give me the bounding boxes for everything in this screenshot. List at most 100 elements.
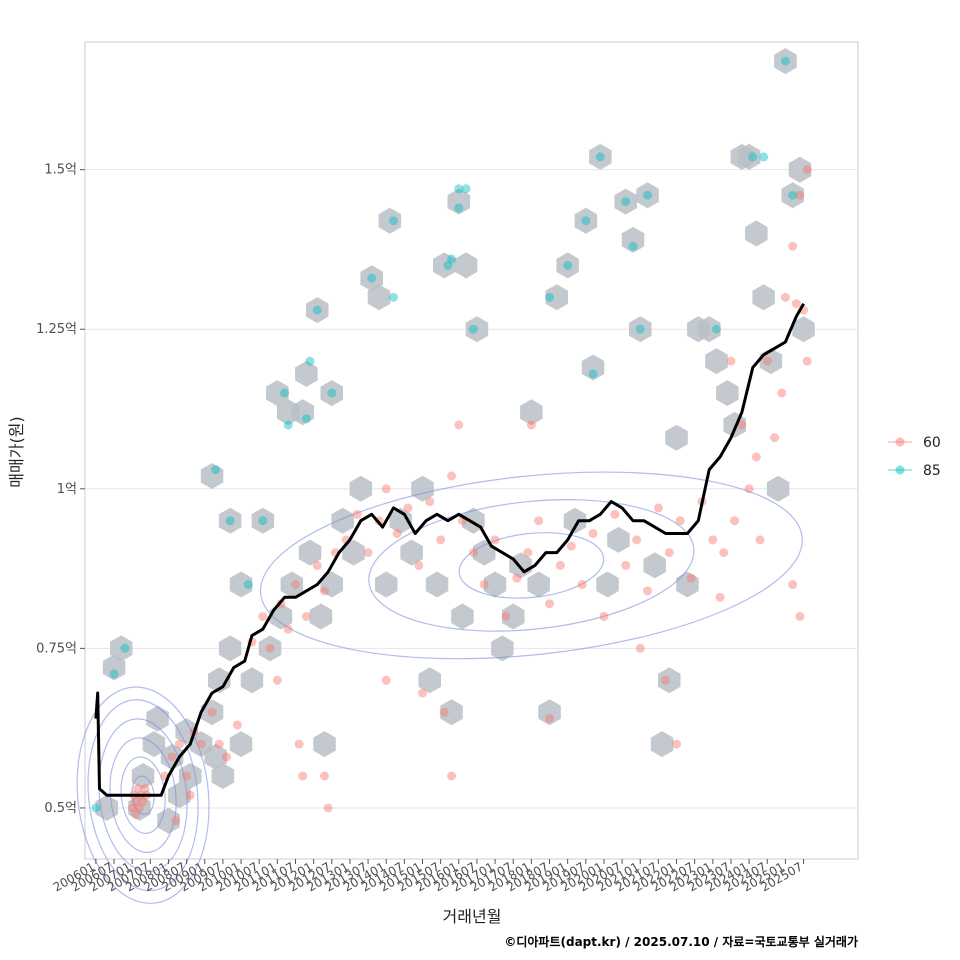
point-60	[454, 420, 464, 430]
point-60	[381, 675, 391, 685]
hexbin-cell	[716, 380, 739, 407]
point-60	[447, 771, 457, 781]
point-60	[780, 292, 790, 302]
point-60	[675, 516, 685, 526]
point-60	[290, 580, 300, 590]
hexbin-cell	[502, 603, 525, 630]
hexbin-cell	[658, 667, 681, 694]
point-60	[447, 471, 457, 481]
y-tick-label: 1.25억	[36, 322, 77, 337]
hexbin-cell	[295, 360, 318, 387]
point-85	[388, 292, 398, 302]
hexbin-cell	[218, 507, 242, 534]
point-60	[182, 771, 192, 781]
hexbin-cell	[204, 743, 227, 770]
hexbin-cell	[676, 571, 699, 598]
point-60	[635, 643, 645, 653]
hexbin-cell	[650, 731, 674, 758]
y-tick-label: 1억	[57, 482, 77, 497]
hexbin-cell	[229, 571, 253, 598]
point-60	[672, 739, 682, 749]
point-60	[140, 784, 150, 794]
point-85	[312, 305, 322, 315]
density-contour	[120, 756, 166, 834]
point-60	[802, 356, 812, 366]
point-60	[301, 611, 311, 621]
hexbin-cell	[621, 226, 645, 253]
point-60	[715, 592, 725, 602]
point-60	[610, 509, 620, 519]
hexbin-cell	[636, 182, 659, 209]
hexbin-cell	[752, 284, 775, 311]
point-85	[109, 669, 119, 679]
hexbin-cell	[607, 526, 630, 553]
hexbin-cell	[258, 635, 282, 662]
hexbin-cell	[229, 731, 253, 758]
point-60	[403, 503, 413, 513]
point-60	[795, 611, 805, 621]
hexbin-cell	[218, 635, 242, 662]
point-60	[751, 452, 761, 462]
point-60	[534, 516, 544, 526]
point-60	[312, 560, 322, 570]
point-60	[436, 535, 446, 545]
point-60	[320, 771, 330, 781]
point-60	[762, 356, 772, 366]
moving-average-line	[94, 302, 805, 797]
hexbin-cell	[440, 699, 463, 726]
point-85	[468, 324, 478, 334]
point-60	[708, 535, 718, 545]
point-60	[196, 739, 206, 749]
scatter-points-layer	[91, 56, 812, 826]
point-85	[327, 388, 337, 398]
point-60	[726, 356, 736, 366]
point-60	[283, 624, 293, 634]
point-85	[258, 516, 268, 526]
point-60	[392, 528, 402, 538]
hexbin-cell	[520, 399, 543, 426]
density-contour	[76, 686, 210, 904]
density-contour	[87, 699, 199, 892]
hexbin-cell	[745, 220, 768, 247]
point-85	[388, 216, 398, 226]
point-85	[301, 414, 311, 424]
hexbin-cell	[538, 699, 561, 726]
point-85	[588, 369, 598, 379]
point-60	[425, 497, 435, 507]
hexbin-cell	[563, 507, 587, 534]
point-60	[174, 739, 184, 749]
point-60	[653, 503, 663, 513]
point-60	[788, 241, 798, 251]
point-85	[447, 254, 457, 264]
point-60	[418, 688, 428, 698]
point-60	[258, 611, 268, 621]
point-60	[795, 190, 805, 200]
hexbin-cell	[313, 731, 336, 758]
hexbin-cell	[556, 252, 579, 279]
point-85	[643, 190, 653, 200]
point-60	[131, 809, 141, 819]
point-60	[294, 739, 304, 749]
y-tick-label: 1.5억	[44, 163, 77, 178]
hexbin-cell	[400, 539, 423, 566]
hexbin-cell	[320, 571, 343, 598]
hexbin-cell	[367, 284, 391, 311]
point-60	[232, 720, 242, 730]
point-85	[563, 260, 573, 270]
point-85	[621, 197, 631, 207]
hexbin-cell	[527, 571, 550, 598]
point-60	[363, 548, 373, 558]
density-contour	[259, 471, 803, 660]
point-60	[490, 535, 500, 545]
point-60	[737, 420, 747, 430]
hexbin-cell	[280, 571, 304, 598]
point-60	[127, 803, 137, 813]
hexbin-cell	[596, 571, 619, 598]
hexbin-cell	[320, 380, 343, 407]
hexbin-cell	[291, 399, 314, 426]
hexbin-cell	[781, 182, 804, 209]
hexbin-cell	[491, 635, 514, 662]
hexbin-cell	[483, 571, 507, 598]
point-60	[414, 560, 424, 570]
